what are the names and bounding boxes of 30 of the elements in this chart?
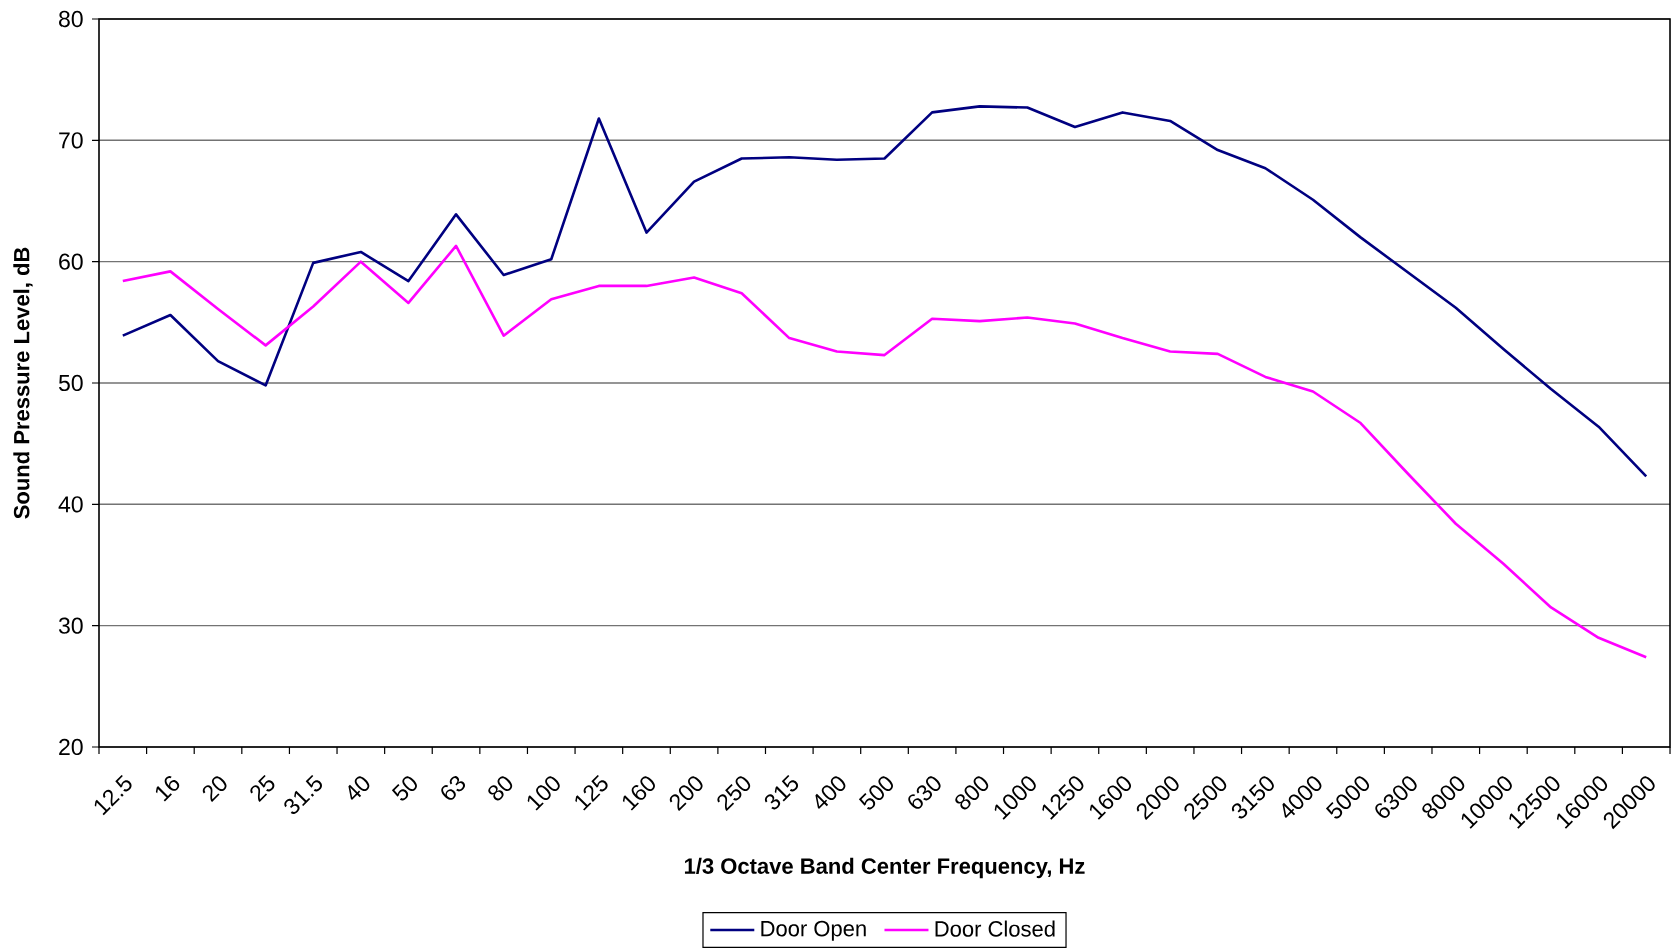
y-tick-label: 30 <box>58 617 83 634</box>
x-tick-label: 500 <box>858 776 894 810</box>
x-tick-label: 800 <box>955 776 989 810</box>
x-tick-label: 125 <box>575 774 608 811</box>
x-tick-label: 250 <box>717 776 751 812</box>
y-tick-label: 20 <box>59 738 83 756</box>
y-tick-label: 40 <box>58 496 83 513</box>
x-tick-label: 630 <box>908 776 941 809</box>
x-tick-label: 16 <box>155 776 180 802</box>
x-axis-title: 1/3 Octave Band Center Frequency, Hz <box>684 857 1085 879</box>
legend-label: Door Open <box>761 920 866 941</box>
x-tick-label: 315 <box>764 774 799 810</box>
y-axis-title: Sound Pressure Level, dB <box>13 247 33 519</box>
x-tick-label: 63 <box>441 776 466 800</box>
y-tick-label: 80 <box>59 10 83 28</box>
line-series <box>121 244 1648 659</box>
x-tick-label: 200 <box>669 776 703 812</box>
x-tick-label: 80 <box>488 776 513 801</box>
legend-label: Door Closed <box>935 920 1055 937</box>
x-tick-label: 400 <box>815 776 846 809</box>
x-tick-label: 160 <box>622 776 655 811</box>
y-tick-label: 50 <box>58 374 83 392</box>
x-tick-label: 40 <box>348 776 370 800</box>
x-tick-label: 31.5 <box>284 774 322 814</box>
x-tick-label: 20 <box>202 776 227 803</box>
y-tick-label: 60 <box>59 253 83 270</box>
x-tick-label: 25 <box>250 774 275 803</box>
x-tick-label: 50 <box>391 776 417 801</box>
x-tick-label: 100 <box>527 776 560 811</box>
y-tick-label: 70 <box>59 132 83 149</box>
